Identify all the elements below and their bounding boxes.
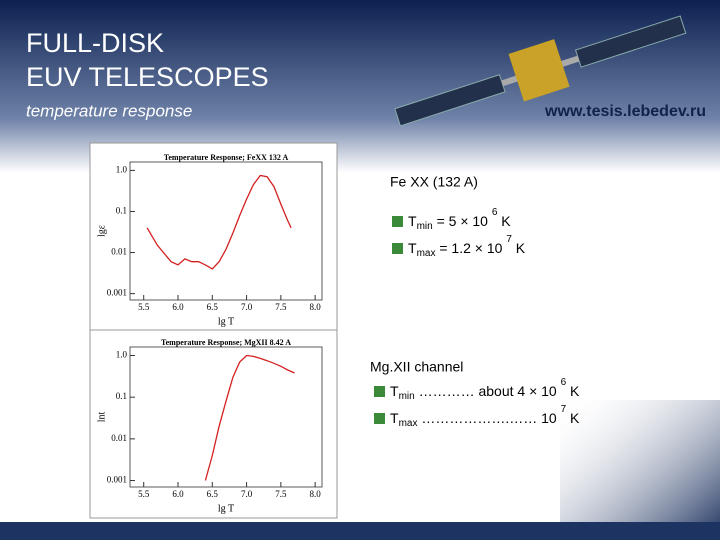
y-axis-label: lnt xyxy=(96,412,107,423)
x-tick-label: 8.0 xyxy=(310,489,322,499)
text-part: 7 xyxy=(506,234,512,245)
bullet-text: Tmin ………… about 4 × 10 6 K xyxy=(390,377,580,402)
x-tick-label: 6.0 xyxy=(172,302,184,312)
text-part: min xyxy=(417,221,433,232)
bullet xyxy=(392,216,403,227)
x-tick-label: 7.5 xyxy=(275,489,287,499)
subtitle: temperature response xyxy=(26,101,192,120)
y-tick-label: 0.1 xyxy=(116,391,127,401)
text-part: T xyxy=(408,213,417,229)
text-part: 6 xyxy=(561,377,567,388)
y-tick-label: 0.1 xyxy=(116,206,127,216)
heading: Mg.XII channel xyxy=(370,359,463,375)
text-part: T xyxy=(390,383,399,399)
footer-bar xyxy=(0,522,720,540)
text-part: T xyxy=(390,410,399,426)
text-part: K xyxy=(566,383,580,399)
text-part: T xyxy=(408,240,417,256)
bullet xyxy=(392,243,403,254)
y-tick-label: 0.001 xyxy=(107,288,127,298)
text-part: K xyxy=(497,213,511,229)
chart-title: Temperature Response; MgXII 8.42 A xyxy=(161,338,291,347)
text-part: K xyxy=(512,240,526,256)
text-part: max xyxy=(399,418,418,429)
bullet xyxy=(374,386,385,397)
y-tick-label: 0.01 xyxy=(111,433,127,443)
bullet xyxy=(374,413,385,424)
text-part: K xyxy=(566,410,580,426)
text-part: 7 xyxy=(561,404,567,415)
y-tick-label: 0.01 xyxy=(111,247,127,257)
heading: Fe XX (132 A) xyxy=(390,174,478,190)
title: EUV TELESCOPES xyxy=(26,62,269,92)
chart-title: Temperature Response; FeXX 132 A xyxy=(164,153,289,162)
body xyxy=(508,39,570,102)
y-tick-label: 0.001 xyxy=(107,475,127,485)
response-curve xyxy=(146,174,292,270)
bullet-text: Tmax = 1.2 × 10 7 K xyxy=(408,234,526,259)
text-part: 6 xyxy=(492,207,498,218)
x-tick-label: 5.5 xyxy=(138,302,150,312)
response-curve xyxy=(204,354,295,481)
x-axis-label: lg T xyxy=(218,316,234,327)
y-tick-label: 1.0 xyxy=(116,350,128,360)
url: www.tesis.lebedev.ru xyxy=(544,103,706,120)
x-tick-label: 7.0 xyxy=(241,489,253,499)
y-tick-label: 1.0 xyxy=(116,164,128,174)
text-part: = 5 × 10 xyxy=(433,213,492,229)
corner-shade xyxy=(560,400,720,540)
text-part: = 1.2 × 10 xyxy=(435,240,506,256)
x-axis-label: lg T xyxy=(218,503,234,514)
title: FULL-DISK xyxy=(26,28,164,58)
x-tick-label: 7.0 xyxy=(241,302,253,312)
x-tick-label: 6.5 xyxy=(207,302,219,312)
text-part: ……………….…… 10 xyxy=(417,410,560,426)
bullet-text: Tmin = 5 × 10 6 K xyxy=(408,207,511,232)
x-tick-label: 8.0 xyxy=(310,302,322,312)
x-tick-label: 6.5 xyxy=(207,489,219,499)
text-part: ………… about 4 × 10 xyxy=(415,383,561,399)
satellite xyxy=(394,15,687,127)
plot-frame xyxy=(129,346,323,488)
x-tick-label: 6.0 xyxy=(172,489,184,499)
x-tick-label: 5.5 xyxy=(138,489,150,499)
text-part: max xyxy=(417,248,436,259)
plot-frame xyxy=(129,161,323,301)
x-tick-label: 7.5 xyxy=(275,302,287,312)
text-part: min xyxy=(399,391,415,402)
y-axis-label: lgε xyxy=(96,225,107,237)
bullet-text: Tmax ……………….…… 10 7 K xyxy=(390,404,580,429)
